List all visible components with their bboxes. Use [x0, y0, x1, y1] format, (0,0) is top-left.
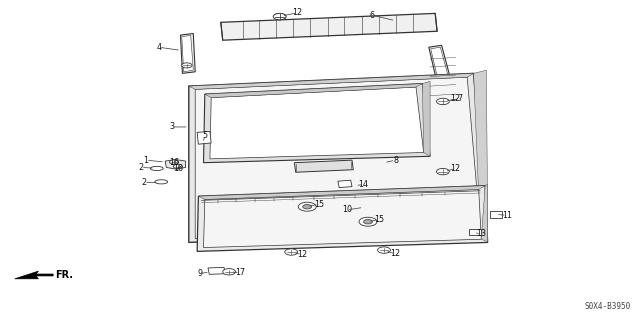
Polygon shape [198, 186, 485, 199]
Circle shape [298, 202, 316, 211]
Polygon shape [189, 73, 474, 89]
Polygon shape [197, 131, 211, 144]
Text: S0X4-B3950: S0X4-B3950 [584, 302, 630, 311]
Text: 9: 9 [197, 269, 202, 278]
Text: 10: 10 [342, 205, 352, 214]
Circle shape [359, 217, 377, 226]
Bar [469, 229, 481, 235]
Circle shape [173, 164, 182, 169]
Circle shape [273, 13, 286, 20]
Text: 12: 12 [297, 250, 307, 259]
Circle shape [273, 13, 286, 20]
Text: 12: 12 [451, 94, 461, 103]
Polygon shape [204, 189, 481, 248]
Polygon shape [195, 77, 480, 239]
Polygon shape [338, 180, 352, 188]
Text: 2: 2 [141, 178, 147, 187]
Text: 16: 16 [169, 158, 179, 167]
Polygon shape [294, 160, 353, 172]
Text: 12: 12 [451, 164, 461, 173]
Circle shape [364, 219, 372, 224]
Polygon shape [208, 267, 225, 274]
Polygon shape [422, 81, 430, 156]
Text: 13: 13 [476, 229, 486, 238]
Text: 5: 5 [202, 131, 207, 140]
Circle shape [285, 249, 298, 255]
Bar [490, 211, 502, 218]
Ellipse shape [150, 167, 163, 170]
Text: 16: 16 [173, 164, 183, 173]
Text: 2: 2 [138, 163, 143, 172]
Circle shape [378, 247, 390, 253]
Text: 14: 14 [358, 180, 369, 189]
Polygon shape [474, 70, 488, 227]
Polygon shape [182, 35, 193, 72]
Circle shape [223, 269, 236, 275]
Circle shape [170, 160, 179, 164]
Text: 12: 12 [390, 249, 401, 258]
Polygon shape [431, 47, 456, 106]
Circle shape [303, 204, 312, 209]
Text: 3: 3 [169, 122, 174, 131]
Polygon shape [197, 186, 488, 251]
Text: 6: 6 [370, 11, 375, 20]
Text: 17: 17 [235, 268, 245, 277]
Text: 15: 15 [374, 215, 384, 224]
Polygon shape [165, 160, 186, 169]
Text: 11: 11 [502, 211, 512, 220]
Text: 15: 15 [314, 200, 324, 209]
Circle shape [182, 63, 192, 68]
Polygon shape [205, 84, 422, 98]
Text: 4: 4 [156, 43, 161, 52]
Circle shape [436, 98, 449, 105]
Polygon shape [15, 271, 53, 279]
Text: FR.: FR. [55, 270, 73, 280]
Circle shape [436, 168, 449, 175]
Polygon shape [429, 45, 458, 108]
Polygon shape [180, 33, 195, 73]
Text: 7: 7 [457, 94, 462, 103]
Ellipse shape [155, 180, 168, 184]
Text: 8: 8 [393, 156, 398, 165]
Polygon shape [481, 184, 488, 242]
Polygon shape [204, 84, 430, 163]
Polygon shape [210, 87, 424, 159]
Text: 1: 1 [143, 156, 148, 165]
Polygon shape [189, 73, 486, 242]
Text: 12: 12 [292, 8, 303, 17]
Polygon shape [221, 13, 437, 40]
